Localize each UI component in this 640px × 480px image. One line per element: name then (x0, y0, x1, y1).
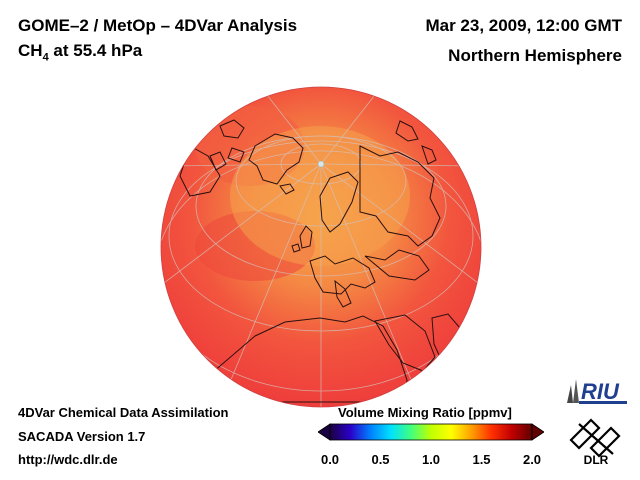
map-title: GOME–2 / MetOp – 4DVar Analysis (18, 16, 298, 35)
footer-line-2: SACADA Version 1.7 (18, 429, 146, 444)
colorbar-tick-label: 1.5 (472, 452, 491, 467)
footer-line-1: 4DVar Chemical Data Assimilation (18, 405, 229, 420)
region-label: Northern Hemisphere (448, 46, 622, 65)
date-label: Mar 23, 2009, 12:00 GMT (425, 16, 622, 35)
riu-logo: RIU (567, 379, 627, 404)
colorbar-left-arrow (318, 423, 331, 441)
footer-url[interactable]: http://wdc.dlr.de (18, 452, 118, 467)
globe-map (160, 86, 482, 408)
dlr-logo-text: DLR (584, 453, 609, 466)
dlr-logo: DLR (569, 418, 621, 466)
colorbar-right-arrow (531, 423, 544, 441)
colorbar-label: Volume Mixing Ratio [ppmv] (338, 405, 512, 420)
species-rest: at 55.4 hPa (48, 41, 143, 60)
species-subscript: 4 (42, 51, 49, 64)
colorbar-tick-label: 2.0 (522, 452, 542, 467)
species-label: CH4 at 55.4 hPa (18, 41, 142, 63)
colorbar-tick-label: 1.0 (421, 452, 441, 467)
colorbar-gradient (329, 423, 533, 441)
north-pole-marker (317, 160, 325, 168)
graticule (161, 87, 481, 407)
species-main: CH (18, 41, 43, 60)
colorbar-tick-label: 0.0 (320, 452, 340, 467)
colorbar-tick-label: 0.5 (371, 452, 390, 467)
riu-logo-text: RIU (581, 379, 620, 404)
colorbar (318, 423, 544, 441)
